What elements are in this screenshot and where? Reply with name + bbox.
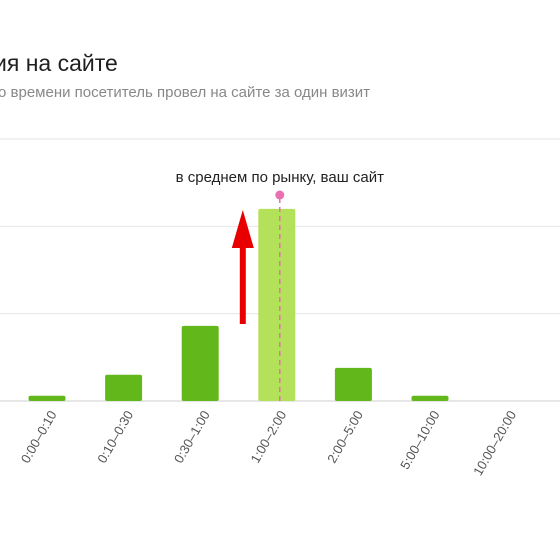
x-tick-label: 1:00–2:00 (247, 408, 289, 466)
bar-0[interactable] (28, 395, 66, 401)
bar-2[interactable] (181, 325, 219, 401)
bars (28, 208, 449, 401)
page-subtitle: о времени посетитель провел на сайте за … (0, 84, 371, 101)
x-tick-label: 10:00–20:00 (470, 408, 519, 478)
arrow-up-icon (231, 210, 254, 324)
page-title: ия на сайте (0, 50, 118, 76)
x-tick-label: 0:30–1:00 (171, 408, 213, 466)
x-tick-label: 2:00–5:00 (324, 408, 366, 466)
x-tick-label: 5:00–10:00 (397, 408, 443, 472)
bar-1[interactable] (105, 374, 143, 401)
bar-3[interactable] (258, 208, 296, 401)
x-axis-ticks: 0:00–0:10 0:10–0:30 0:30–1:00 1:00–2:00 2:00… (18, 408, 520, 478)
market-average-marker (275, 190, 285, 200)
annotation-label: в среднем по рынку, ваш сайт (176, 169, 385, 186)
arrow-shaft (239, 234, 246, 324)
x-tick-label: 0:10–0:30 (94, 408, 136, 466)
bar-4[interactable] (334, 367, 372, 401)
x-tick-label: 0:00–0:10 (18, 408, 60, 466)
arrow-head (231, 210, 254, 248)
bar-5[interactable] (411, 395, 449, 401)
